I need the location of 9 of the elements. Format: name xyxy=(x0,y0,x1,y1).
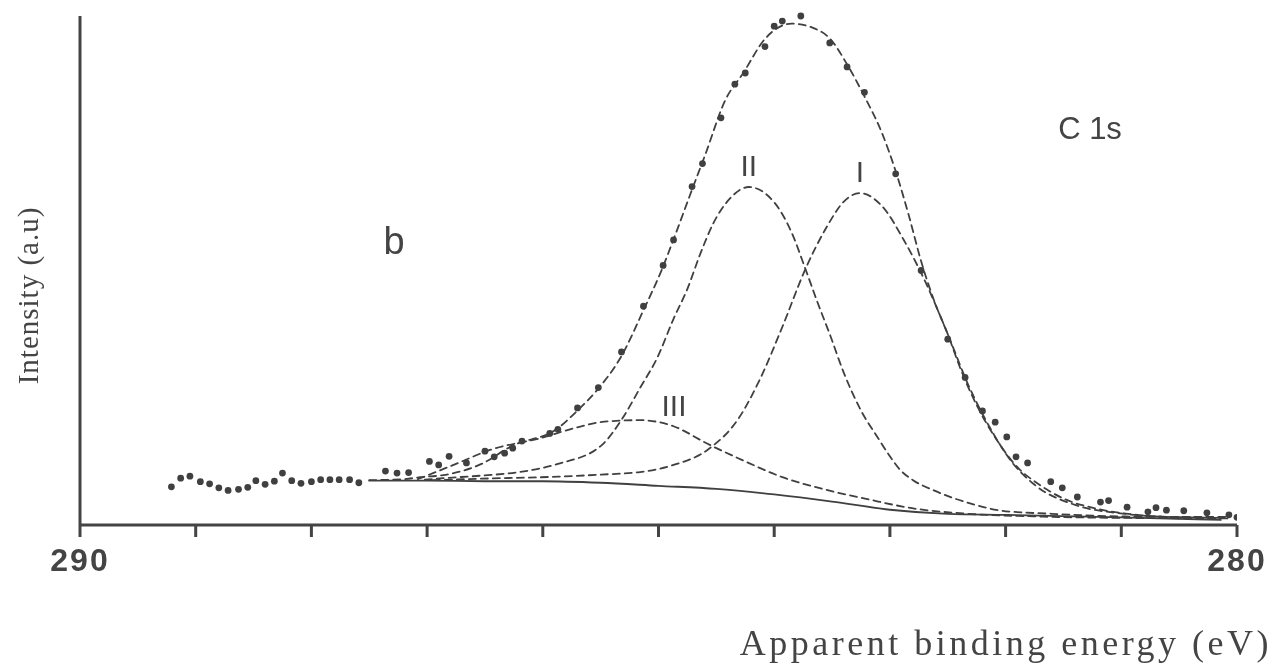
annotation: C 1s xyxy=(1058,111,1122,146)
series-label: II xyxy=(740,149,758,183)
x-tick-label: 280 xyxy=(1207,542,1267,578)
series-label: III xyxy=(661,389,687,423)
annotation: b xyxy=(383,220,405,262)
x-tick-label: 290 xyxy=(50,542,110,578)
x-axis-title: Apparent binding energy (eV) xyxy=(739,623,1272,663)
y-axis-title: Intensity (a.u) xyxy=(12,206,45,385)
series-label: I xyxy=(855,155,864,189)
